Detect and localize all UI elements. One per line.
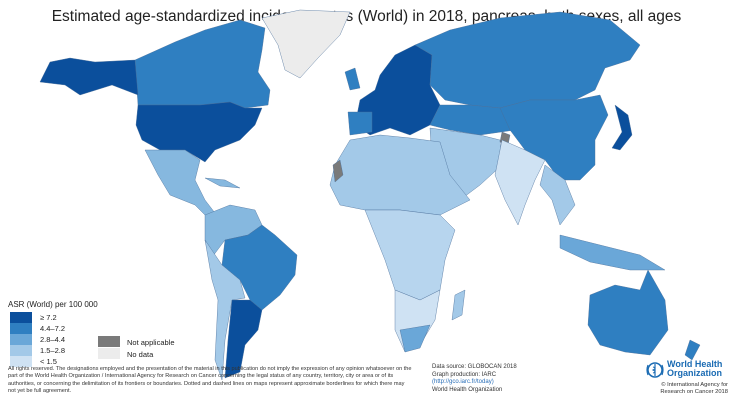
region-new-zealand bbox=[684, 339, 701, 361]
region-iberia bbox=[347, 111, 373, 136]
legend-swatch-bin-4 bbox=[10, 345, 32, 356]
region-greenland bbox=[261, 9, 351, 79]
region-canada bbox=[134, 19, 271, 109]
source-org-line: World Health Organization bbox=[432, 386, 503, 393]
region-alaska bbox=[39, 57, 139, 96]
legend-swatch-bin-1 bbox=[10, 312, 32, 323]
region-se-asia bbox=[539, 164, 576, 226]
region-south-africa bbox=[399, 324, 431, 353]
region-indonesia bbox=[559, 234, 666, 271]
region-uk bbox=[344, 67, 361, 91]
source-line: Data source: GLOBOCAN 2018 bbox=[432, 364, 517, 370]
legend-label-not-applicable: Not applicable bbox=[127, 338, 175, 347]
legend-label-bin-4: 1.5–2.8 bbox=[40, 346, 66, 355]
region-india bbox=[494, 139, 546, 226]
legend-label-bin-5: < 1.5 bbox=[40, 357, 57, 366]
region-north-africa bbox=[329, 134, 471, 216]
legend-swatch-bin-5 bbox=[10, 356, 32, 367]
disclaimer-text: All rights reserved. The designations em… bbox=[8, 366, 412, 394]
legend-label-bin-2: 4.4–7.2 bbox=[40, 324, 66, 333]
region-australia bbox=[587, 269, 669, 356]
region-europe bbox=[354, 44, 441, 136]
region-madagascar bbox=[451, 289, 466, 321]
source-link[interactable]: (http://gco.iarc.fr/today) bbox=[432, 379, 494, 386]
who-name-line1: World Health bbox=[667, 359, 723, 369]
legend-swatch-bin-3 bbox=[10, 334, 32, 345]
legend-label-bin-1: ≥ 7.2 bbox=[40, 313, 57, 322]
legend-swatch-not-applicable bbox=[98, 336, 120, 347]
region-central-africa bbox=[364, 209, 456, 301]
data-source-block: Data source: GLOBOCAN 2018 Graph product… bbox=[432, 364, 517, 394]
legend-title: ASR (World) per 100 000 bbox=[8, 300, 98, 309]
region-russia bbox=[414, 11, 641, 109]
copyright-text: © International Agency for Research on C… bbox=[660, 382, 728, 396]
legend-swatch-no-data bbox=[98, 348, 120, 359]
region-argentina bbox=[224, 299, 263, 379]
region-andes bbox=[204, 239, 246, 381]
region-usa bbox=[135, 101, 263, 163]
region-western-sahara bbox=[332, 159, 344, 183]
region-caribbean bbox=[204, 177, 241, 189]
legend-label-bin-3: 2.8–4.4 bbox=[40, 335, 66, 344]
who-name-line2: Organization bbox=[667, 368, 723, 378]
who-emblem-icon bbox=[646, 362, 664, 378]
legend-swatch-bin-2 bbox=[10, 323, 32, 334]
who-name: World Health Organization bbox=[667, 360, 722, 378]
graph-production-line: Graph production: IARC bbox=[432, 371, 497, 378]
legend-label-no-data: No data bbox=[127, 350, 154, 359]
region-japan bbox=[611, 104, 633, 151]
